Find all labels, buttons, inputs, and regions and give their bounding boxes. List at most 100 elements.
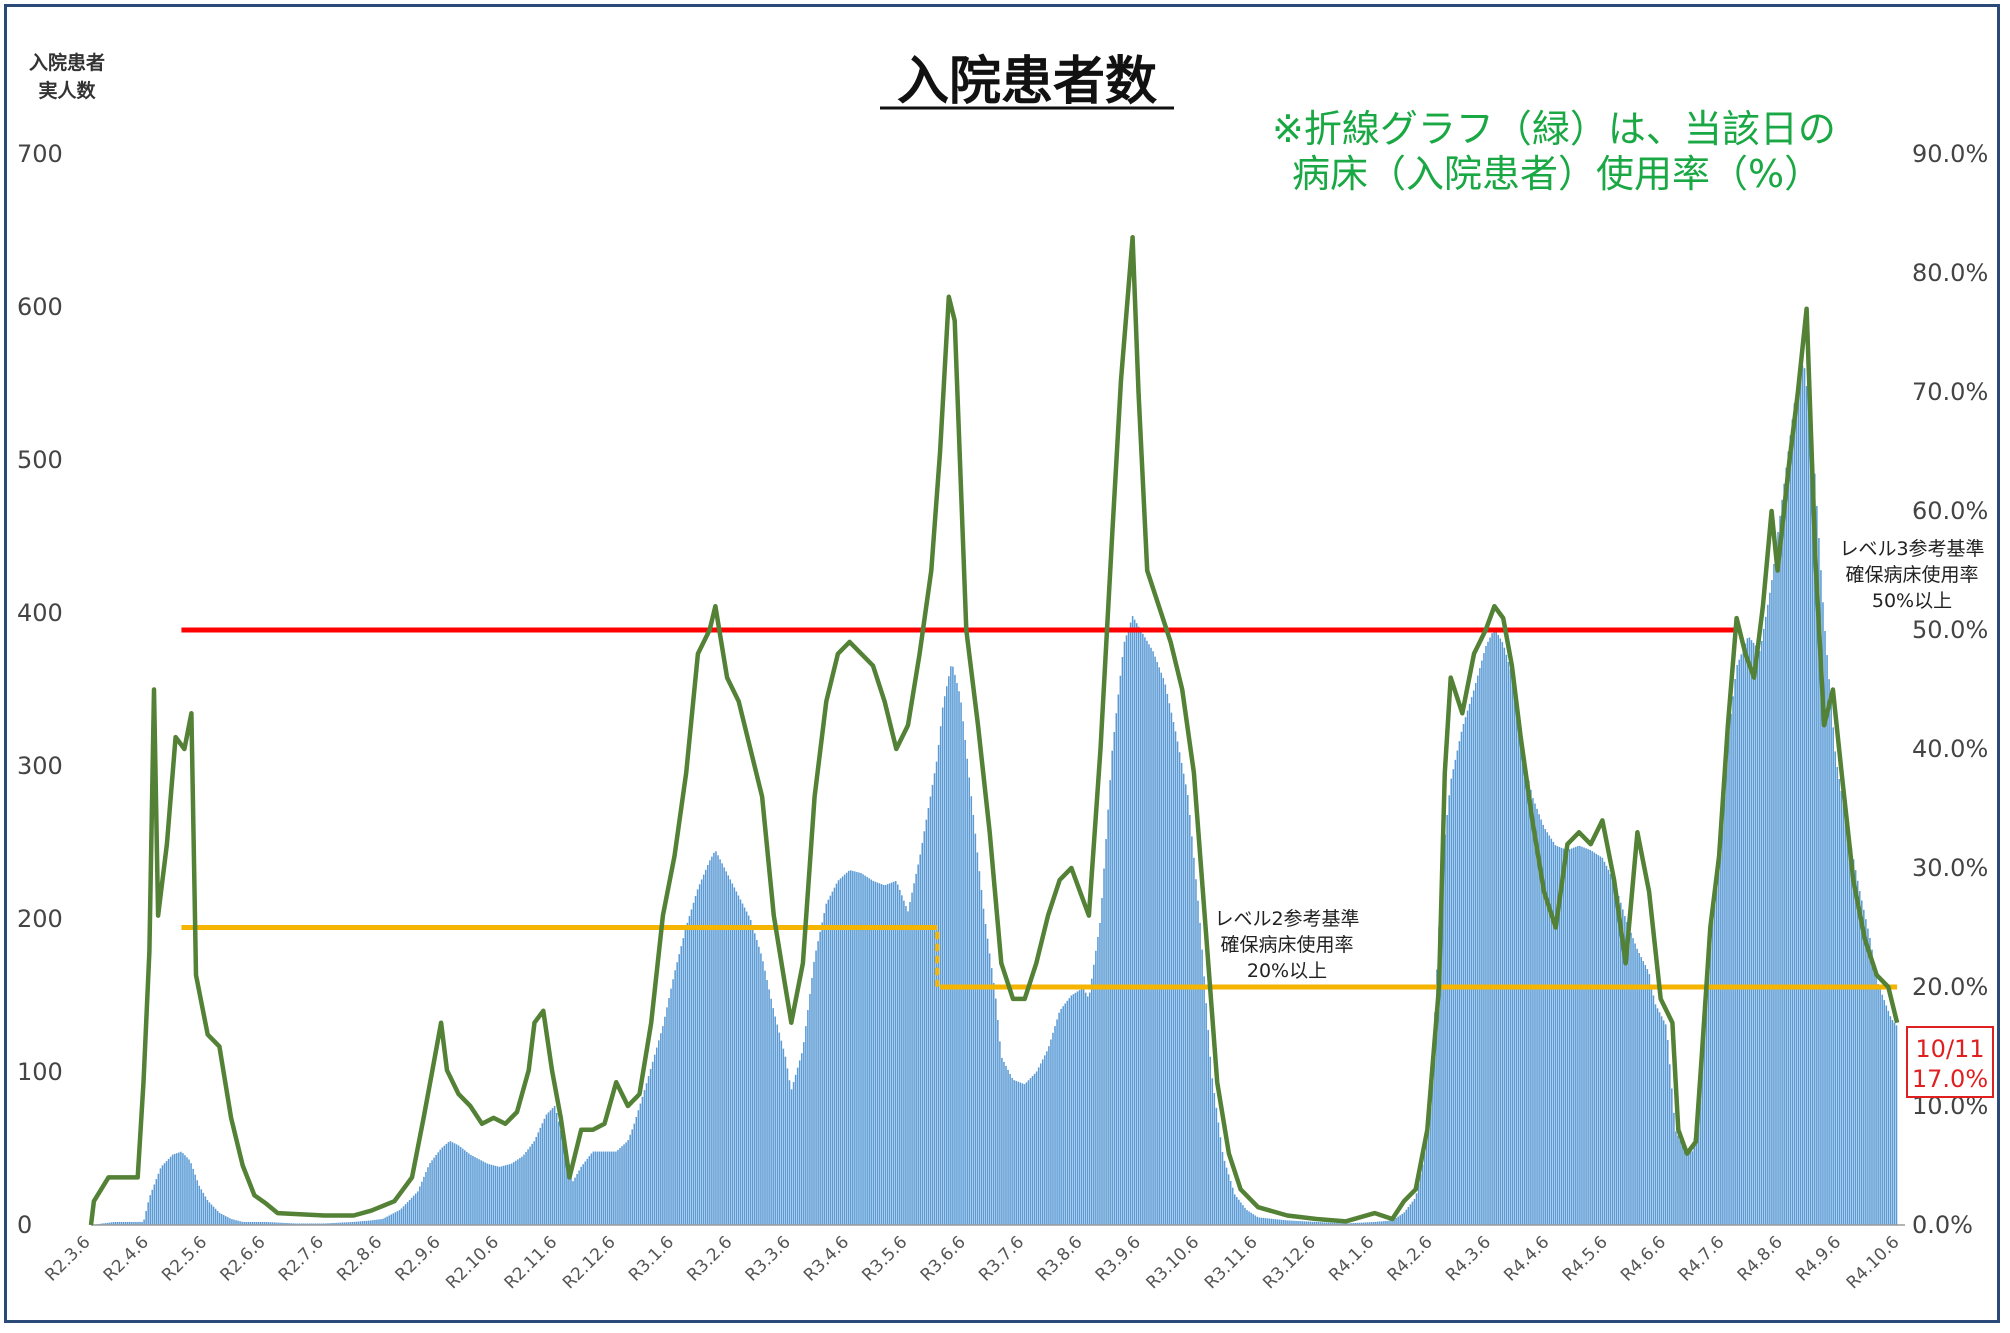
bar bbox=[1646, 969, 1649, 1225]
bar bbox=[584, 1161, 587, 1225]
bar bbox=[1209, 1056, 1212, 1225]
bar bbox=[1256, 1216, 1258, 1225]
level3-label-line-1: レベル3参考基準 bbox=[1839, 538, 1984, 560]
bar bbox=[1789, 435, 1792, 1225]
bar bbox=[784, 1056, 787, 1225]
bar bbox=[894, 880, 897, 1225]
bar bbox=[825, 903, 828, 1225]
bar bbox=[1669, 1064, 1671, 1225]
bar bbox=[178, 1152, 180, 1225]
chart-svg: 入院患者数 入院患者 実人数 ※折線グラフ（緑）は、当該日の 病床（入院患者）使… bbox=[17, 51, 1994, 1293]
bar bbox=[1056, 1019, 1058, 1225]
bar bbox=[686, 922, 689, 1225]
bar bbox=[1507, 661, 1510, 1225]
bar bbox=[1697, 1101, 1700, 1225]
y-tick-left: 200 bbox=[17, 905, 63, 933]
bar bbox=[249, 1221, 252, 1225]
bar bbox=[547, 1112, 550, 1225]
bar bbox=[1799, 374, 1802, 1225]
bar bbox=[907, 911, 909, 1225]
bar bbox=[1301, 1221, 1303, 1225]
bar bbox=[106, 1222, 109, 1225]
bar bbox=[527, 1149, 529, 1225]
bar bbox=[1532, 798, 1534, 1225]
bar bbox=[1391, 1220, 1393, 1225]
bar bbox=[948, 676, 950, 1225]
bar bbox=[327, 1223, 329, 1225]
bar bbox=[1509, 669, 1512, 1225]
bar bbox=[972, 814, 975, 1225]
bar bbox=[1795, 392, 1798, 1225]
bar bbox=[1454, 759, 1457, 1225]
bar bbox=[872, 880, 875, 1225]
bar bbox=[1887, 1010, 1890, 1225]
bar bbox=[997, 1019, 999, 1225]
bar bbox=[798, 1060, 801, 1225]
bar bbox=[1133, 619, 1136, 1225]
bar bbox=[976, 852, 979, 1225]
bar bbox=[619, 1148, 621, 1225]
callout-rate: 17.0% bbox=[1912, 1065, 1988, 1093]
bar bbox=[1389, 1220, 1391, 1225]
bar bbox=[386, 1216, 388, 1225]
bar bbox=[1287, 1220, 1289, 1225]
y-tick-left: 100 bbox=[17, 1058, 63, 1086]
bar bbox=[1811, 441, 1814, 1225]
bar bbox=[751, 926, 754, 1225]
bar bbox=[1871, 949, 1873, 1225]
bar bbox=[1738, 659, 1741, 1225]
bar bbox=[1483, 653, 1485, 1225]
bar bbox=[417, 1191, 419, 1225]
note-line-1: ※折線グラフ（緑）は、当該日の bbox=[1272, 107, 1836, 151]
bar bbox=[899, 889, 901, 1225]
bar bbox=[414, 1193, 417, 1225]
x-tick-label: R2.4.6 bbox=[100, 1232, 153, 1285]
bar bbox=[241, 1221, 243, 1225]
bar bbox=[1095, 950, 1097, 1225]
bar bbox=[1814, 473, 1816, 1225]
bar bbox=[382, 1218, 384, 1225]
bar bbox=[694, 896, 697, 1225]
bar bbox=[367, 1220, 370, 1225]
bar bbox=[807, 1010, 809, 1225]
bar bbox=[484, 1162, 486, 1225]
bar bbox=[982, 908, 985, 1225]
bar bbox=[1560, 847, 1563, 1225]
bar bbox=[1850, 848, 1853, 1225]
bar bbox=[1356, 1222, 1359, 1225]
bar bbox=[592, 1151, 595, 1225]
bar bbox=[1154, 656, 1156, 1225]
bar bbox=[384, 1217, 386, 1225]
bar bbox=[754, 933, 756, 1225]
bar bbox=[1562, 848, 1565, 1225]
bar bbox=[1767, 604, 1769, 1225]
bar bbox=[635, 1116, 638, 1225]
bar bbox=[1376, 1221, 1379, 1225]
bar bbox=[876, 882, 879, 1225]
y-tick-right: 50.0% bbox=[1912, 616, 1988, 644]
bar bbox=[1413, 1198, 1416, 1225]
bar bbox=[1822, 602, 1824, 1225]
bar bbox=[768, 989, 770, 1225]
bar bbox=[1344, 1223, 1346, 1225]
bar bbox=[1262, 1217, 1265, 1225]
bar bbox=[800, 1053, 803, 1225]
bar bbox=[1207, 1029, 1209, 1225]
bar bbox=[1086, 996, 1089, 1225]
bar bbox=[1842, 803, 1845, 1225]
bar bbox=[766, 980, 768, 1225]
bar bbox=[1387, 1220, 1389, 1225]
bar bbox=[314, 1223, 317, 1225]
x-tick-label: R4.4.6 bbox=[1500, 1232, 1553, 1285]
bar bbox=[408, 1199, 411, 1225]
bar bbox=[214, 1208, 217, 1225]
bar bbox=[1793, 403, 1796, 1225]
bar bbox=[1278, 1219, 1281, 1225]
bar bbox=[682, 938, 685, 1225]
bar bbox=[361, 1221, 364, 1225]
bar bbox=[1597, 855, 1600, 1225]
bar bbox=[380, 1219, 382, 1225]
bar bbox=[1074, 992, 1077, 1225]
bar bbox=[1536, 808, 1538, 1225]
bar bbox=[1240, 1202, 1242, 1225]
